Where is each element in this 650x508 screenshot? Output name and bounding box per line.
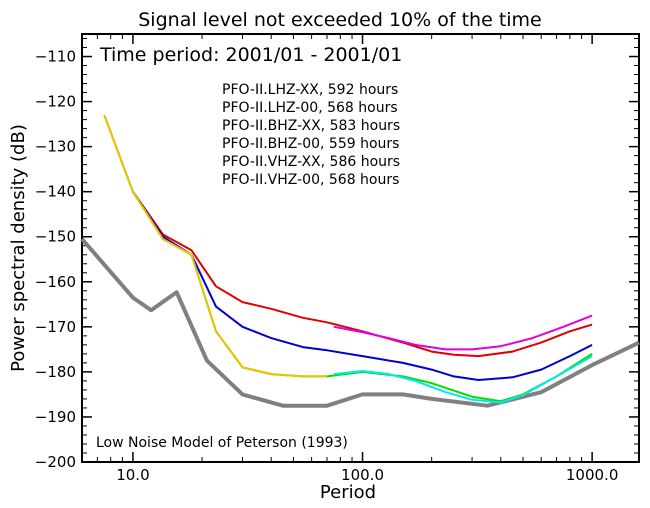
x-tick-label: 10.0 xyxy=(116,466,149,484)
series-lines xyxy=(80,114,640,408)
low-noise-model-line xyxy=(80,237,640,408)
y-tick-label: −200 xyxy=(35,453,76,471)
y-tick-label: −190 xyxy=(35,408,76,426)
y-tick-label: −160 xyxy=(35,273,76,291)
legend-entry-2: PFO-II.BHZ-XX, 583 hours xyxy=(222,118,400,134)
y-tick-label: −110 xyxy=(35,48,76,66)
x-axis-label: Period xyxy=(320,482,376,503)
legend-entry-3: PFO-II.BHZ-00, 559 hours xyxy=(222,136,399,152)
y-tick-label: −130 xyxy=(35,138,76,156)
legend-entry-5: PFO-II.VHZ-00, 568 hours xyxy=(222,172,399,188)
y-tick-label: −180 xyxy=(35,363,76,381)
series-line-5 xyxy=(333,355,593,404)
plot-frame xyxy=(81,33,640,463)
y-tick-label: −150 xyxy=(35,228,76,246)
legend-entry-0: PFO-II.LHZ-XX, 592 hours xyxy=(222,82,398,98)
x-tick-label: 1000.0 xyxy=(566,466,619,484)
series-line-4 xyxy=(333,314,593,351)
y-tick-label: −170 xyxy=(35,318,76,336)
x-tick-label: 100.0 xyxy=(341,466,384,484)
legend-entry-4: PFO-II.VHZ-XX, 586 hours xyxy=(222,154,400,170)
reference-model-label: Low Noise Model of Peterson (1993) xyxy=(96,435,348,451)
series-line-3 xyxy=(103,114,327,378)
chart-subtitle: Time period: 2001/01 - 2001/01 xyxy=(99,44,402,66)
axis-ticks: −110 −120 −130 −140 −150 −160 −170 −180 −190 −200… xyxy=(35,34,639,484)
y-tick-label: −120 xyxy=(35,93,76,111)
series-line-2 xyxy=(132,191,593,381)
legend-entry-1: PFO-II.LHZ-00, 568 hours xyxy=(222,100,398,116)
chart-title: Signal level not exceeded 10% of the tim… xyxy=(138,9,542,31)
y-tick-label: −140 xyxy=(35,183,76,201)
legend: PFO-II.LHZ-XX, 592 hours PFO-II.LHZ-00, 5… xyxy=(222,82,400,188)
y-axis-label: Power spectral density (dB) xyxy=(8,124,29,372)
